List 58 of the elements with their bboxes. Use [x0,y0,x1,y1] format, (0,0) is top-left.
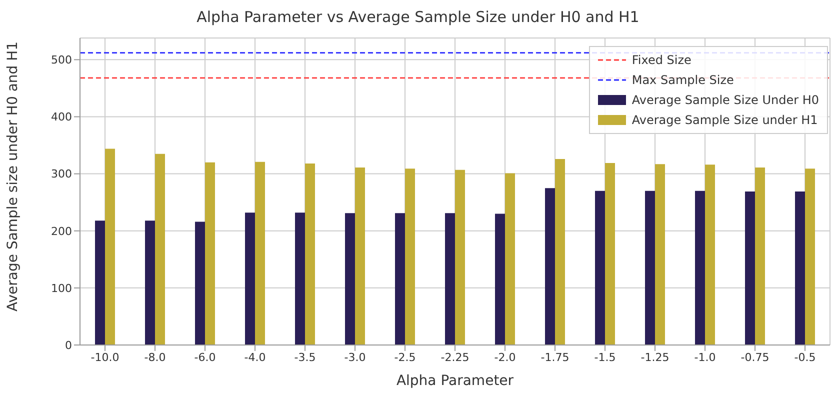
bar [405,168,415,345]
x-tick-label: -2.0 [494,350,516,364]
x-tick-label: -10.0 [90,350,120,364]
legend-label: Fixed Size [632,53,692,67]
bar [555,158,565,345]
x-tick-label: -3.0 [344,350,366,364]
y-tick-label: 100 [51,282,72,295]
bar [245,212,255,345]
bar [605,162,615,345]
x-tick-label: -1.25 [640,350,670,364]
x-axis-title: Alpha Parameter [396,373,514,389]
bar [595,190,605,345]
bar [495,214,505,345]
y-tick-label: 300 [51,168,72,181]
bar [305,164,315,345]
bar [545,188,555,345]
bar [645,190,655,345]
bar [705,164,715,345]
legend-label: Max Sample Size [632,73,734,87]
bar [255,162,265,345]
bar [745,192,755,345]
y-tick-label: 400 [51,110,72,124]
bar [805,168,815,345]
y-tick-label: 500 [51,54,72,67]
bar [395,213,405,345]
bar [205,162,215,345]
legend-label: Average Sample Size Under H0 [632,93,819,107]
bar [105,148,115,345]
bar [445,213,455,345]
y-axis-title: Average Sample size under H0 and H1 [4,41,21,312]
bar [195,222,205,345]
bar [145,220,155,345]
bar [795,192,805,345]
bar [355,168,365,345]
bar [505,173,515,345]
x-tick-label: -2.5 [394,350,416,364]
x-tick-label: -1.75 [540,350,570,364]
y-tick-label: 0 [65,338,72,352]
bar [155,154,165,345]
bar [655,164,665,345]
bar [455,170,465,345]
x-tick-label: -4.0 [244,350,266,364]
bar [95,220,105,345]
bar [345,213,355,345]
x-tick-label: -0.5 [794,350,816,364]
x-tick-label: -8.0 [144,350,166,364]
x-tick-label: -3.5 [294,350,316,364]
legend-label: Average Sample Size under H1 [632,113,818,127]
x-tick-label: -1.0 [694,350,716,364]
x-tick-label: -0.75 [740,350,770,364]
x-tick-label: -2.25 [440,350,470,364]
x-tick-label: -1.5 [594,350,616,364]
chart-title: Alpha Parameter vs Average Sample Size under H0 and H1 [196,8,640,26]
y-tick-label: 200 [51,224,72,238]
bar [295,212,305,345]
x-tick-label: -6.0 [194,350,216,364]
bar [695,190,705,345]
bar [755,168,765,345]
